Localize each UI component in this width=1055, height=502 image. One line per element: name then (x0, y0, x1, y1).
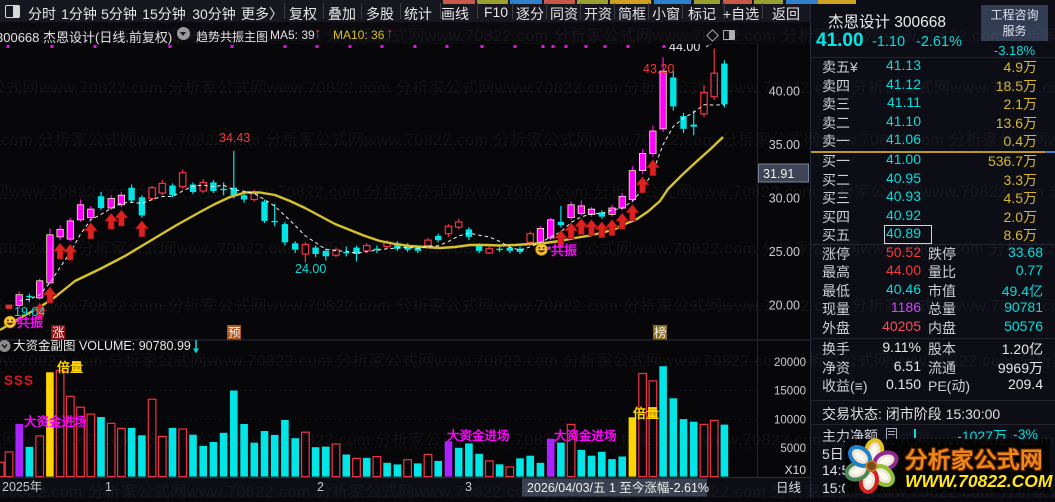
svg-text:1: 1 (105, 480, 112, 494)
svg-text:2025年: 2025年 (2, 480, 42, 494)
svg-text:*: * (547, 245, 552, 257)
svg-text:20.00: 20.00 (769, 298, 800, 312)
svg-text:2: 2 (317, 480, 324, 494)
svg-text:5000: 5000 (780, 443, 806, 455)
svg-text:10000: 10000 (774, 414, 806, 426)
svg-text:35.00: 35.00 (769, 138, 800, 152)
svg-text:3: 3 (465, 480, 472, 494)
svg-text:2026/04/03/五 1 至今涨幅-2.61%: 2026/04/03/五 1 至今涨幅-2.61% (527, 480, 709, 495)
svg-text:共振: 共振 (17, 315, 43, 330)
svg-text:40.00: 40.00 (769, 84, 800, 98)
svg-text:涨: 涨 (52, 325, 65, 340)
svg-text:预: 预 (228, 326, 241, 340)
svg-text:倍量: 倍量 (57, 360, 83, 375)
svg-text:25.00: 25.00 (769, 245, 800, 259)
svg-text:大资金进场: 大资金进场 (447, 428, 510, 443)
svg-text:44.00: 44.00 (669, 44, 700, 54)
svg-text:榜: 榜 (654, 325, 667, 340)
svg-text:共振: 共振 (551, 243, 577, 258)
svg-text:30.00: 30.00 (769, 191, 800, 205)
svg-text:20000: 20000 (774, 357, 806, 369)
svg-text:X10: X10 (785, 463, 807, 477)
svg-text:19.04: 19.04 (14, 305, 45, 319)
svg-text:43.20: 43.20 (643, 62, 674, 76)
svg-text:SSS: SSS (4, 373, 34, 388)
svg-text:34.43: 34.43 (219, 131, 250, 145)
svg-text:大资金副图 VOLUME: 90780.99: 大资金副图 VOLUME: 90780.99 (13, 338, 191, 353)
svg-text:24.00: 24.00 (295, 262, 326, 276)
svg-text:倍量: 倍量 (633, 406, 659, 421)
svg-text:大资金进场: 大资金进场 (24, 414, 87, 429)
svg-text:31.91: 31.91 (763, 167, 794, 181)
svg-text:*: * (16, 317, 21, 329)
svg-text:日线: 日线 (776, 481, 802, 495)
svg-text:15000: 15000 (774, 386, 806, 398)
svg-text:大资金进场: 大资金进场 (554, 428, 617, 443)
